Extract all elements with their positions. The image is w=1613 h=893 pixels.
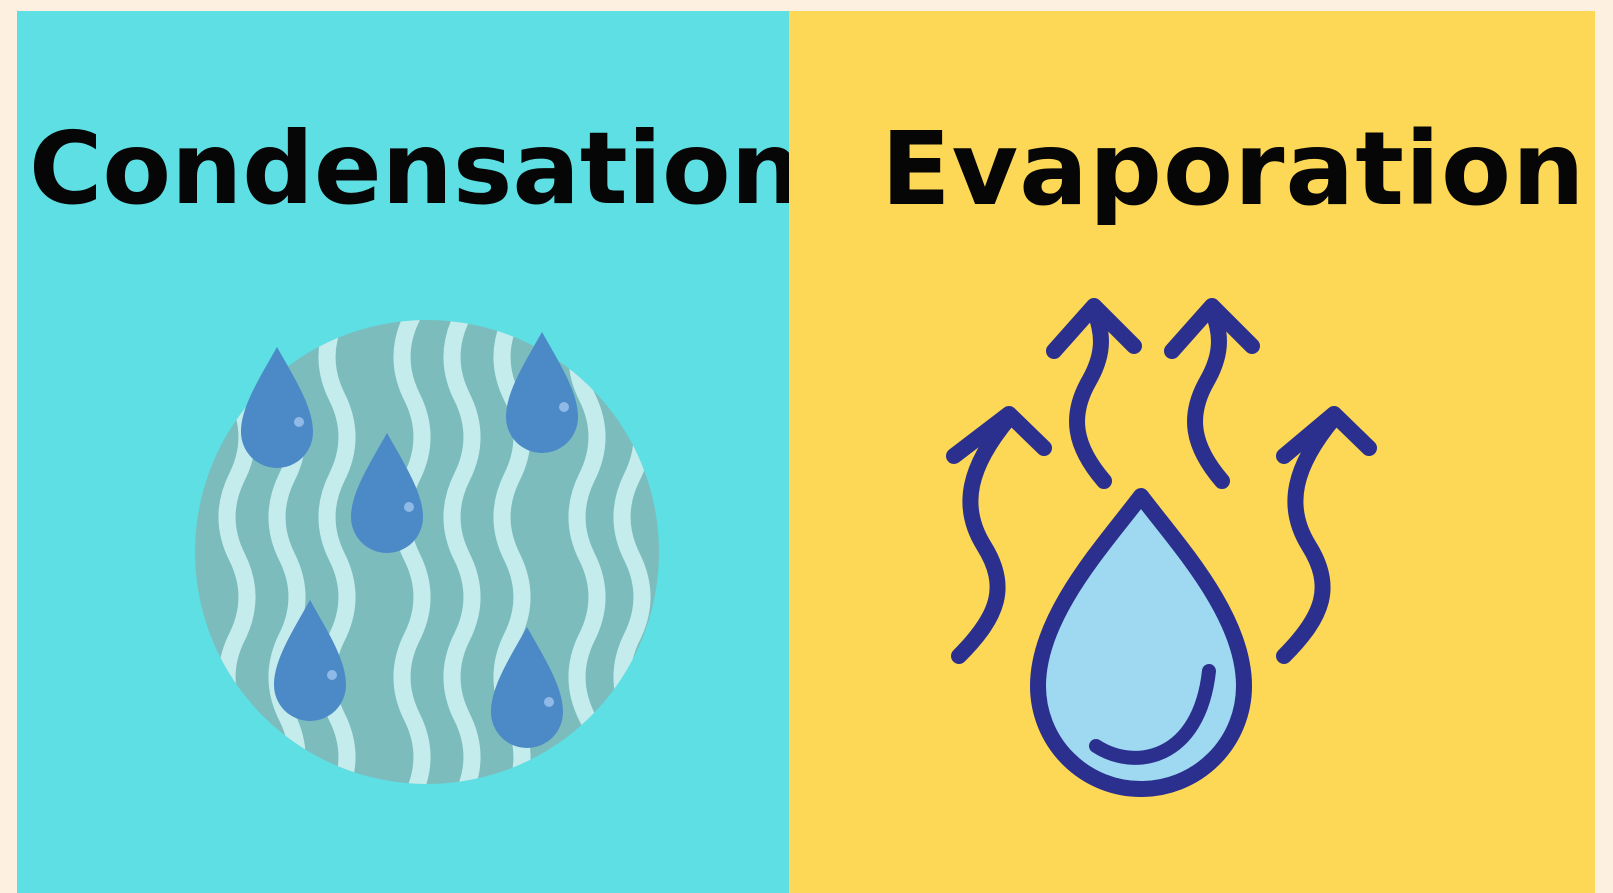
droplet: [241, 347, 313, 468]
condensation-panel: Condensation: [17, 11, 802, 893]
steam-arrow: [1187, 300, 1230, 489]
steam-arrow: [951, 410, 1017, 664]
droplet: [274, 600, 346, 721]
evaporation-icon: [946, 298, 1377, 797]
evaporation-panel: Evaporation: [789, 11, 1595, 893]
droplet: [351, 433, 423, 553]
steam-arrow: [1276, 410, 1342, 664]
steam-arrow: [1069, 300, 1112, 489]
evaporation-title: Evaporation: [881, 110, 1586, 229]
water-drop: [1030, 488, 1252, 797]
droplet: [491, 627, 563, 748]
droplet: [506, 332, 578, 453]
condensation-icon: [195, 320, 659, 784]
condensation-title: Condensation: [29, 110, 802, 227]
